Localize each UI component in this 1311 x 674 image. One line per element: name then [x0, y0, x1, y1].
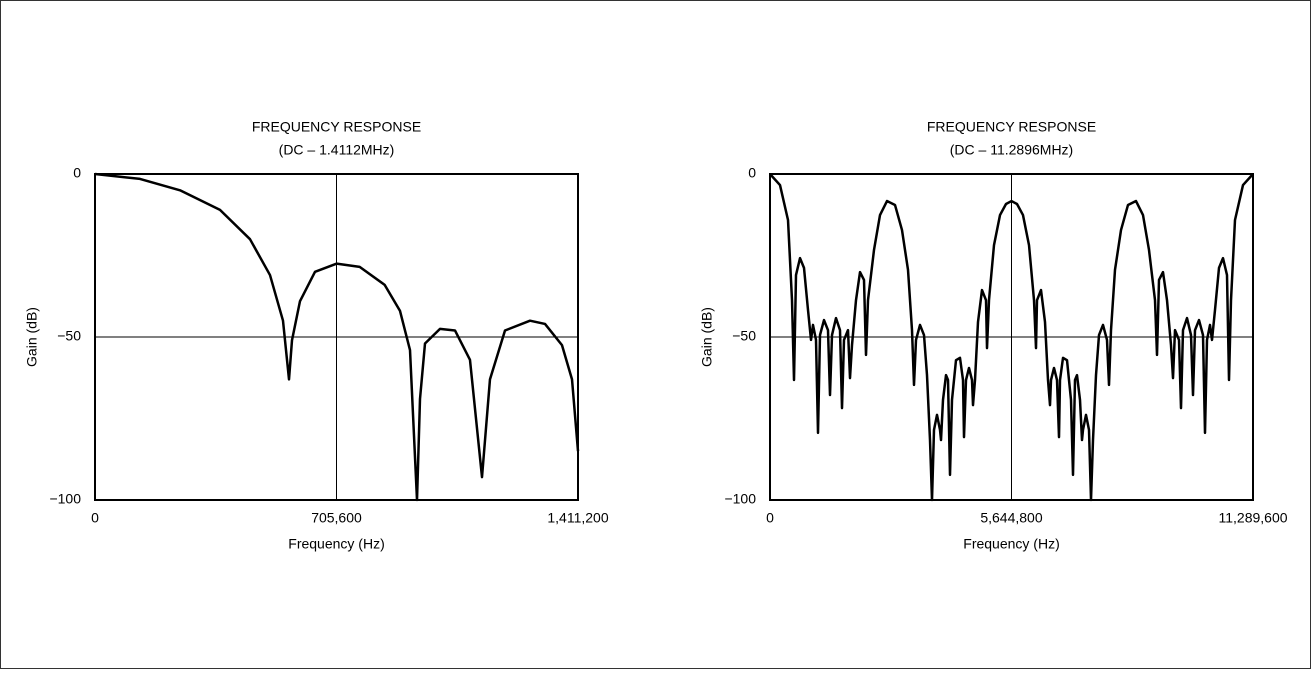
chart-title: FREQUENCY RESPONSE	[252, 119, 421, 135]
plot-border	[769, 173, 1254, 501]
response-line	[769, 173, 1254, 502]
y-tick-label: 0	[73, 165, 81, 181]
x-tick-label: 11,289,600	[1218, 510, 1287, 526]
chart-subtitle: (DC – 11.2896MHz)	[950, 142, 1073, 158]
y-tick-label: 0	[748, 165, 756, 181]
y-axis-label: Gain (dB)	[699, 307, 715, 367]
chart-title: FREQUENCY RESPONSE	[927, 119, 1096, 135]
y-tick-label: −50	[732, 328, 756, 344]
x-tick-label: 705,600	[311, 510, 362, 526]
x-axis-label: Frequency (Hz)	[288, 536, 384, 552]
chart-subtitle: (DC – 1.4112MHz)	[279, 142, 395, 158]
x-axis-label: Frequency (Hz)	[963, 536, 1059, 552]
plot-border	[94, 173, 579, 501]
y-axis-label: Gain (dB)	[24, 307, 40, 367]
y-tick-label: −50	[57, 328, 81, 344]
response-line	[94, 172, 580, 502]
y-tick-label: −100	[724, 491, 756, 507]
x-tick-label: 0	[91, 510, 99, 526]
x-tick-label: 5,644,800	[980, 510, 1042, 526]
y-tick-label: −100	[49, 491, 81, 507]
x-tick-label: 1,411,200	[547, 510, 608, 526]
x-tick-label: 0	[766, 510, 774, 526]
